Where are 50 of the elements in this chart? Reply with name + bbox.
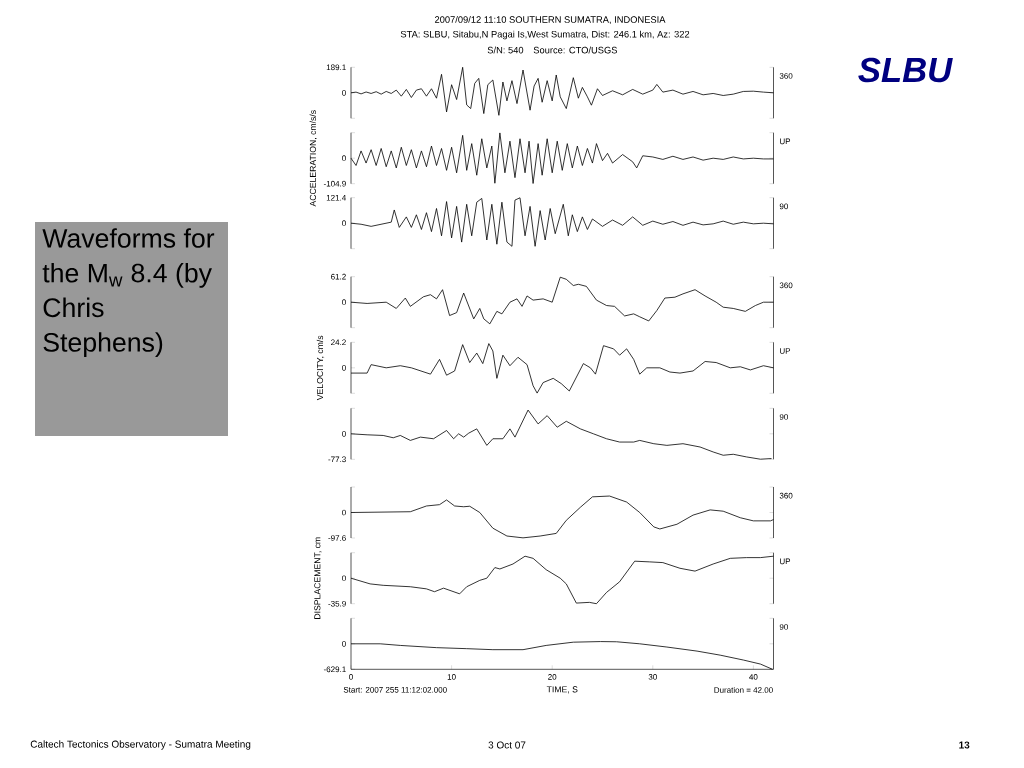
x-tick-label: 20 — [548, 674, 557, 680]
y-tick-label: 0 — [342, 509, 346, 516]
series-label: UP — [780, 348, 791, 354]
y-tick-label: 0 — [342, 299, 346, 306]
x-tick-label: 40 — [749, 674, 758, 680]
y-tick-label: 0 — [342, 220, 346, 227]
series-label: 90 — [779, 203, 788, 210]
x-tick-label: 0 — [349, 674, 353, 680]
y-tick-label: 0 — [342, 89, 346, 96]
x-tick-label: 30 — [648, 674, 657, 680]
text: UP — [780, 138, 791, 145]
chart-subtitle: STA: SLBU, Sitabu,N Pagai Is,West Sumatra, Dist: 246.1 km, Az: 322 — [400, 30, 690, 40]
text: Start: 2007 255 11:12:02.000 — [343, 686, 447, 693]
series-label: 360 — [779, 282, 793, 289]
y-tick-label: 0 — [342, 364, 346, 371]
x-axis-title: TIME, S — [546, 686, 578, 694]
text: S/N: 540 — [487, 46, 524, 54]
text: SLBU — [858, 57, 953, 83]
y-tick-label: -35.9 — [328, 600, 346, 607]
line-series — [350, 555, 774, 605]
y-tick-label: 189.1 — [326, 64, 346, 71]
y-tick-label: -104.9 — [323, 180, 346, 187]
y-axis-title: DISPLACEMENT, cm — [314, 537, 322, 619]
line-series — [350, 343, 774, 394]
y-tick-label: 0 — [342, 155, 346, 162]
chart-title: 2007/09/12 11:10 SOUTHERN SUMATRA, INDONESIA — [434, 16, 666, 24]
text: Caltech Tectonics Observatory - Sumatra Meeting — [30, 740, 251, 750]
y-tick-label: 0 — [342, 575, 346, 582]
y-axis-title: VELOCITY, cm/s — [316, 335, 325, 401]
y-axis-title: ACCELERATION, cm/s/s — [309, 110, 317, 207]
y-tick-label: -77.3 — [328, 456, 346, 463]
text: Waveforms for the M$_{w}$ 8.4 (by Chris Stephens) — [42, 228, 215, 358]
text: 13 — [959, 741, 970, 749]
y-tick-label: -97.6 — [328, 535, 346, 541]
y-tick-label: 0 — [342, 640, 346, 647]
y-tick-label: 0 — [342, 430, 346, 437]
source-note: Source: CTO/USGS — [533, 46, 618, 54]
text: 3 Oct 07 — [488, 741, 526, 749]
y-tick-label: 24.2 — [331, 339, 346, 346]
text: 360 — [779, 492, 793, 499]
text: 90 — [779, 414, 788, 420]
line-series — [350, 132, 774, 184]
text: Duration = 42.00 — [714, 686, 773, 693]
x-tick-label: 10 — [447, 674, 456, 680]
y-tick-label: 61.2 — [331, 273, 346, 280]
series-label: 360 — [779, 73, 793, 79]
y-tick-label: -629.1 — [323, 666, 346, 673]
series-label: UP — [780, 558, 791, 565]
y-tick-label: 121.4 — [326, 194, 346, 201]
text: 90 — [779, 624, 788, 630]
